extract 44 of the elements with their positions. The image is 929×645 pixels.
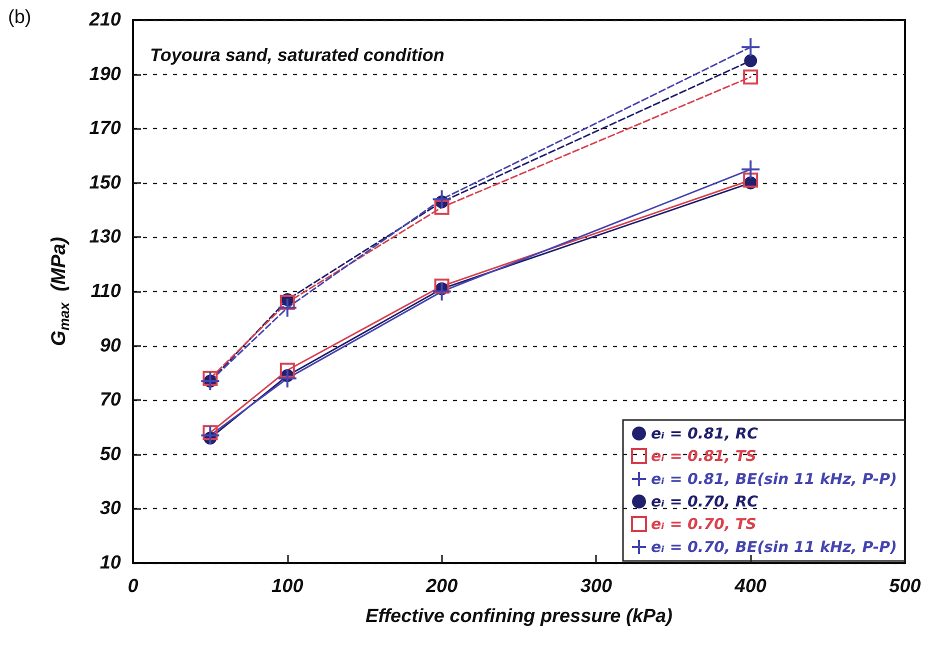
x-tick-label: 200	[424, 576, 458, 597]
point	[277, 298, 298, 318]
point	[277, 368, 298, 388]
legend-label: eᵢ = 0.70, RC	[651, 492, 758, 510]
x-tick-label: 300	[580, 576, 612, 597]
legend-label: eᵢ = 0.81, TS	[651, 447, 756, 465]
point	[743, 70, 758, 85]
x-tick-label: 400	[734, 576, 767, 597]
point	[280, 294, 295, 310]
y-tick-label: 190	[89, 64, 122, 85]
point	[740, 159, 761, 180]
legend-label: eᵢ = 0.81, BE(sin 11 kHz, P-P)	[651, 470, 898, 488]
point	[744, 54, 758, 68]
point	[280, 362, 295, 378]
y-tick-label: 130	[89, 226, 122, 248]
point	[202, 425, 218, 440]
y-tick-label: 110	[90, 281, 122, 302]
x-tick-label: 0	[128, 576, 139, 597]
point	[432, 282, 452, 302]
legend-label: eᵢ = 0.70, TS	[651, 515, 756, 533]
annotation: Toyoura sand, saturated condition	[150, 45, 444, 65]
y-axis-title: Gmax (MPa)	[48, 236, 72, 346]
x-tick-label: 500	[889, 576, 922, 597]
text: (b)	[8, 7, 32, 28]
point	[200, 425, 220, 446]
y-tick-label: 50	[100, 444, 122, 465]
y-tick-label: 150	[89, 172, 122, 194]
y-tick-label: 10	[100, 552, 122, 574]
point	[432, 189, 452, 210]
x-tick-label: 100	[272, 576, 304, 597]
point	[200, 371, 220, 392]
point	[202, 370, 218, 386]
point	[434, 278, 450, 294]
y-tick-label: 30	[100, 498, 122, 520]
point	[740, 37, 761, 58]
y-tick-label: 170	[89, 118, 122, 140]
x-axis-title: Effective confining pressure (kPa)	[366, 606, 672, 627]
y-tick-label: 90	[100, 335, 122, 356]
legend-label: eᵢ = 0.70, BE(sin 11 kHz, P-P)	[651, 538, 898, 556]
point	[743, 172, 758, 188]
legend-label: eᵢ = 0.81, RC	[651, 424, 758, 442]
y-tick-label: 210	[88, 10, 122, 30]
point	[434, 200, 450, 215]
y-tick-label: 70	[100, 390, 122, 411]
